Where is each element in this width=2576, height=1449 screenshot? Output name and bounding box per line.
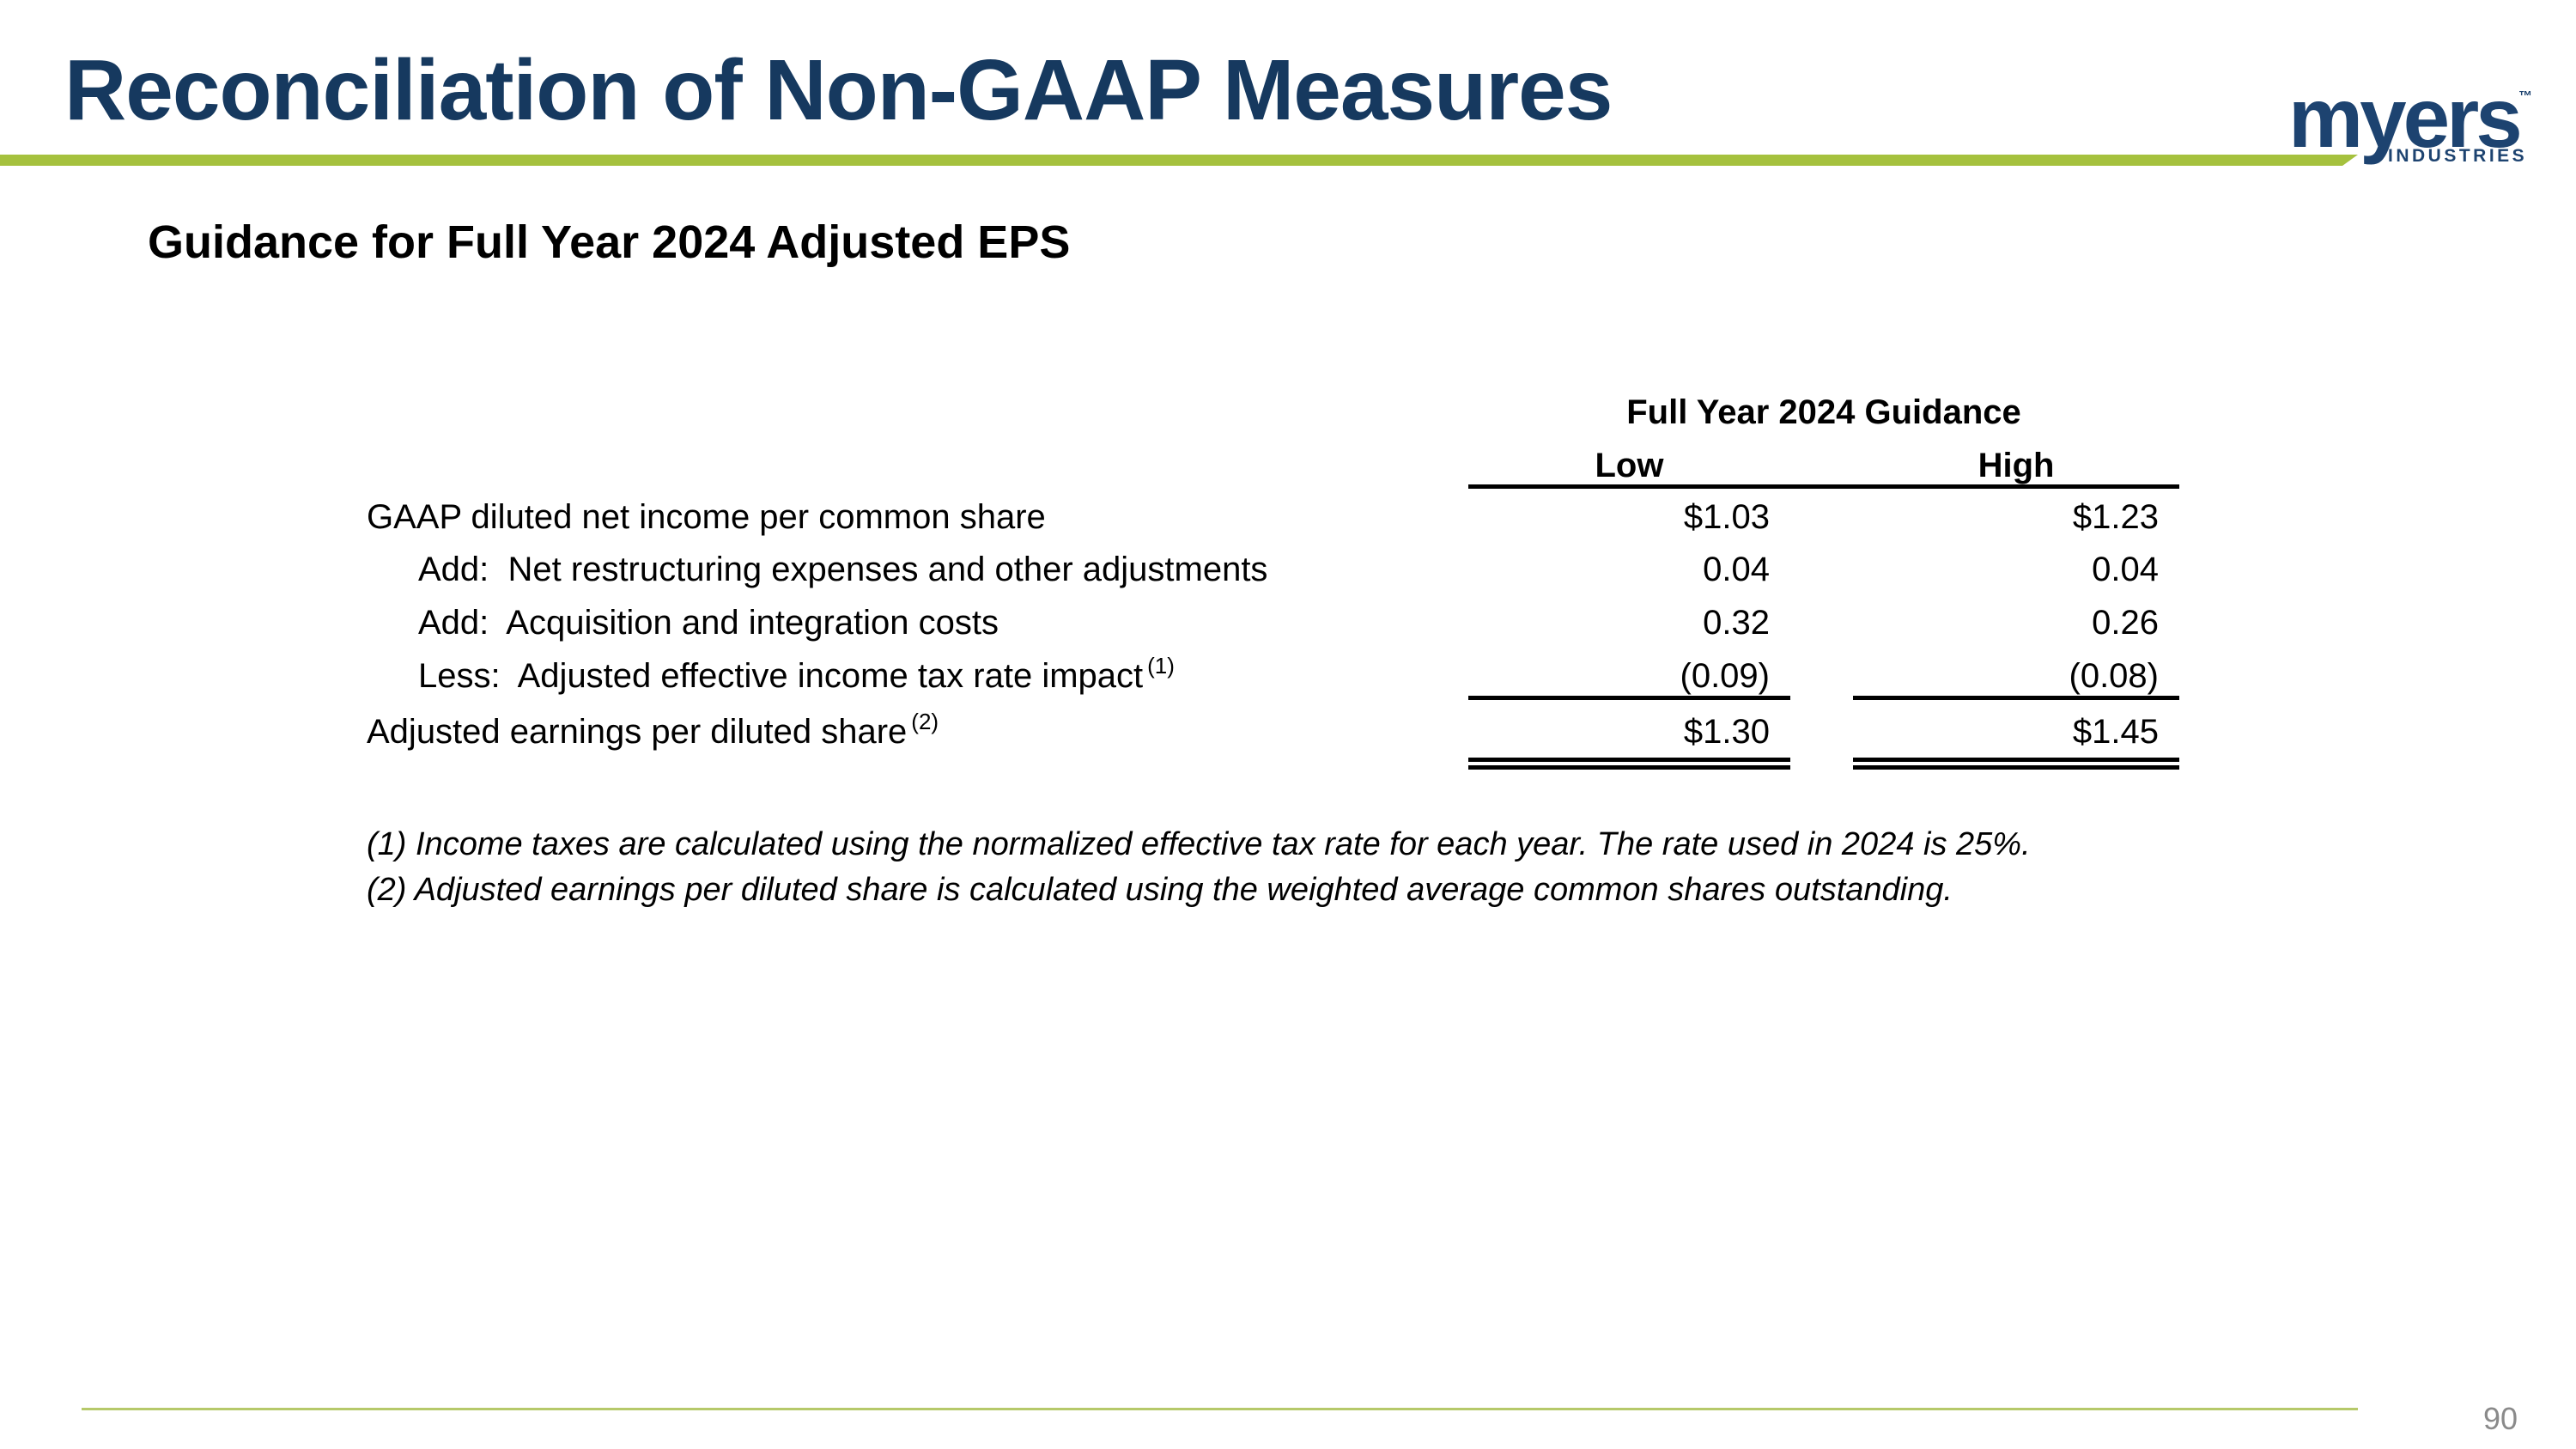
footnote-2: (2) Adjusted earnings per diluted share … [367, 872, 1953, 908]
row-label-restructuring: Add: Net restructuring expenses and othe… [418, 549, 1267, 590]
footnote-1: (1) Income taxes are calculated using th… [367, 826, 2031, 862]
row-label-text: GAAP diluted net income per common share [367, 498, 1046, 536]
total-double-rule-high [1853, 758, 2179, 770]
footnotes: (1) Income taxes are calculated using th… [367, 822, 2031, 913]
table-group-header: Full Year 2024 Guidance [1626, 393, 2021, 431]
page-number: 90 [2482, 1401, 2518, 1436]
trademark-symbol: ™ [2518, 89, 2532, 104]
footnote-ref-2: (2) [911, 709, 939, 734]
row-label-gaap-eps: GAAP diluted net income per common share [367, 496, 1046, 538]
cell-restructuring-high: 0.04 [2092, 551, 2159, 588]
row-label-acquisition: Add: Acquisition and integration costs [418, 602, 999, 643]
column-header-low: Low [1595, 447, 1664, 484]
header-rule [1468, 484, 2179, 489]
footnote-ref-1: (1) [1147, 653, 1175, 679]
cell-tax-impact-high: (0.08) [2069, 657, 2160, 695]
cell-adjusted-eps-high: $1.45 [2072, 713, 2159, 751]
page-title: Reconciliation of Non-GAAP Measures [64, 42, 1613, 138]
cell-acquisition-high: 0.26 [2092, 604, 2159, 642]
slide-subtitle: Guidance for Full Year 2024 Adjusted EPS [148, 216, 1071, 268]
logo-wordmark: myers [2288, 70, 2523, 165]
cell-acquisition-low: 0.32 [1703, 604, 1770, 642]
title-underline-rule [0, 155, 2358, 166]
row-label-text: Add: Acquisition and integration costs [418, 604, 999, 642]
row-label-adjusted-eps: Adjusted earnings per diluted share (2) [367, 709, 939, 752]
subtotal-rule-low [1468, 696, 1790, 700]
row-label-text: Less: Adjusted effective income tax rate… [418, 657, 1144, 695]
row-label-text: Add: Net restructuring expenses and othe… [418, 551, 1268, 588]
row-label-text: Adjusted earnings per diluted share [367, 713, 908, 751]
total-double-rule-low [1468, 758, 1790, 770]
column-header-high: High [1978, 447, 2055, 484]
myers-industries-logo: myers ™ INDUSTRIES [2288, 0, 2555, 215]
cell-restructuring-low: 0.04 [1703, 551, 1770, 588]
cell-gaap-eps-low: $1.03 [1683, 498, 1770, 536]
cell-adjusted-eps-low: $1.30 [1683, 713, 1770, 751]
logo-industries-label: INDUSTRIES [2388, 146, 2528, 166]
cell-tax-impact-low: (0.09) [1680, 657, 1771, 695]
cell-gaap-eps-high: $1.23 [2072, 498, 2159, 536]
subtotal-rule-high [1853, 696, 2179, 700]
row-label-tax-impact: Less: Adjusted effective income tax rate… [418, 653, 1175, 697]
footer-rule [82, 1408, 2358, 1410]
